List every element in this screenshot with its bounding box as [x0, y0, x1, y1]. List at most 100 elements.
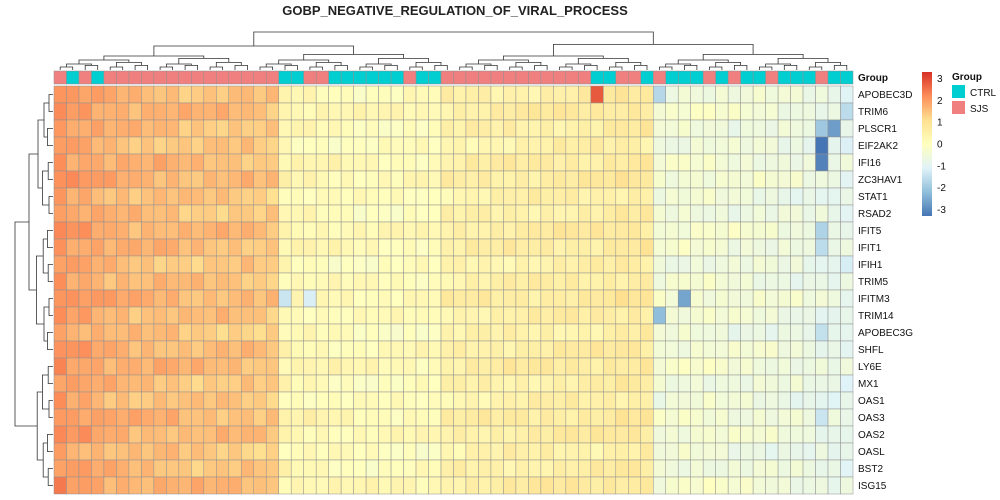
heatmap-cell	[790, 323, 804, 342]
heatmap-cell	[166, 476, 180, 495]
heatmap-cell	[265, 391, 279, 410]
heatmap-cell	[553, 136, 567, 155]
heatmap-cell	[403, 102, 417, 121]
heatmap-cell	[640, 425, 654, 444]
heatmap-cell	[640, 476, 654, 495]
heatmap-cell	[465, 289, 479, 308]
heatmap-cell	[315, 408, 329, 427]
heatmap-cell	[702, 391, 716, 410]
heatmap-cell	[440, 153, 454, 172]
heatmap-cell	[78, 374, 92, 393]
heatmap-cell	[702, 255, 716, 274]
heatmap-cell	[178, 357, 192, 376]
heatmap-cell	[553, 238, 567, 257]
heatmap-cell	[216, 459, 230, 478]
heatmap-cell	[315, 85, 329, 104]
heatmap-cell	[815, 255, 829, 274]
heatmap-cell	[440, 442, 454, 461]
heatmap-cell	[428, 255, 442, 274]
heatmap-cell	[191, 357, 205, 376]
heatmap-cell	[603, 374, 617, 393]
heatmap-cell	[528, 391, 542, 410]
heatmap-cell	[478, 442, 492, 461]
heatmap-cell	[765, 85, 779, 104]
heatmap-cell	[515, 476, 529, 495]
heatmap-cell	[727, 170, 741, 189]
heatmap-cell	[827, 323, 841, 342]
group-annotation-cell	[540, 70, 554, 85]
dendrogram-branch	[184, 65, 198, 70]
heatmap-cell	[478, 221, 492, 240]
heatmap-cell	[128, 238, 142, 257]
heatmap-cell	[191, 221, 205, 240]
heatmap-cell	[303, 136, 317, 155]
heatmap-cell	[790, 153, 804, 172]
heatmap-cell	[403, 255, 417, 274]
heatmap-cell	[153, 374, 167, 393]
dendrogram-branch	[116, 62, 142, 67]
heatmap-cell	[840, 442, 854, 461]
group-annotation-cell	[278, 70, 292, 85]
heatmap-cell	[690, 187, 704, 206]
heatmap-cell	[777, 85, 791, 104]
heatmap-cell	[53, 238, 67, 257]
heatmap-cell	[790, 187, 804, 206]
dendrogram-branch	[577, 58, 629, 64]
heatmap-cell	[353, 442, 367, 461]
dendrogram-branch	[14, 221, 38, 427]
heatmap-cell	[191, 187, 205, 206]
heatmap-cell	[653, 238, 666, 257]
heatmap-cell	[191, 340, 205, 359]
heatmap-cell	[653, 357, 666, 376]
heatmap-cell	[665, 357, 679, 376]
heatmap-cell	[665, 204, 679, 223]
heatmap-cell	[103, 272, 117, 291]
heatmap-cell	[390, 289, 404, 308]
heatmap-cell	[740, 153, 754, 172]
heatmap-cell	[290, 442, 304, 461]
heatmap-cell	[328, 85, 342, 104]
heatmap-cell	[802, 340, 816, 359]
heatmap-cell	[278, 102, 292, 121]
heatmap-cell	[66, 170, 80, 189]
heatmap-cell	[515, 442, 529, 461]
heatmap-cell	[141, 204, 155, 223]
heatmap-cell	[415, 306, 429, 325]
color-scale-tick-label: -2	[937, 183, 946, 194]
heatmap-cell	[528, 323, 542, 342]
row-label: ISG15	[858, 481, 887, 492]
heatmap-cell	[715, 425, 729, 444]
heatmap-cell	[465, 85, 479, 104]
heatmap-cell	[603, 221, 617, 240]
group-annotation-cell	[603, 70, 617, 85]
heatmap-cell	[465, 425, 479, 444]
heatmap-cell	[365, 204, 379, 223]
heatmap-cell	[116, 357, 130, 376]
heatmap-cell	[191, 136, 205, 155]
heatmap-cell	[653, 85, 666, 104]
heatmap-cells	[53, 85, 854, 495]
dendrogram-branch	[615, 62, 642, 67]
heatmap-cell	[340, 459, 354, 478]
heatmap-cell	[727, 374, 741, 393]
heatmap-cell	[290, 306, 304, 325]
heatmap-cell	[802, 204, 816, 223]
heatmap-cell	[565, 204, 579, 223]
heatmap-cell	[153, 170, 167, 189]
heatmap-cell	[228, 459, 242, 478]
heatmap-cell	[53, 357, 67, 376]
heatmap-cell	[653, 391, 666, 410]
heatmap-cell	[78, 476, 92, 495]
heatmap-cell	[777, 374, 791, 393]
heatmap-cell	[378, 170, 392, 189]
heatmap-cell	[578, 187, 592, 206]
group-annotation-cell	[802, 70, 816, 85]
heatmap-cell	[166, 238, 180, 257]
heatmap-cell	[78, 238, 92, 257]
heatmap-cell	[78, 170, 92, 189]
heatmap-cell	[465, 340, 479, 359]
heatmap-cell	[428, 323, 442, 342]
heatmap-cell	[515, 102, 529, 121]
heatmap-cell	[78, 340, 92, 359]
heatmap-cell	[827, 476, 841, 495]
